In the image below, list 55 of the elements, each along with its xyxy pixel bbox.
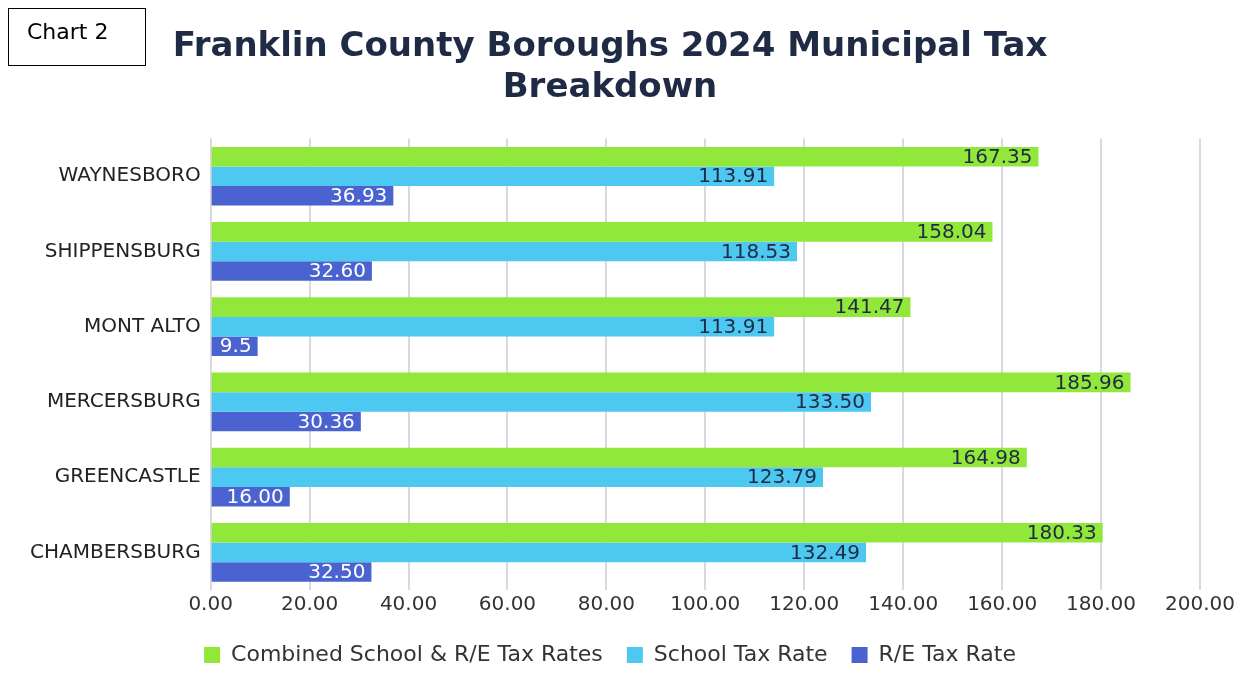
data-label: 9.5	[219, 333, 252, 358]
data-label: 141.47	[834, 294, 905, 319]
x-tick-label: 40.00	[379, 591, 438, 616]
y-tick-label: WAYNESBORO	[58, 162, 201, 187]
data-label: 164.98	[950, 444, 1021, 469]
data-label: 36.93	[330, 182, 388, 207]
x-tick-label: 140.00	[868, 591, 939, 616]
bar	[211, 297, 911, 317]
x-tick-label: 200.00	[1165, 591, 1235, 616]
y-tick-label: GREENCASTLE	[54, 463, 201, 488]
data-label: 32.60	[308, 258, 366, 283]
y-tick-label: SHIPPENSBURG	[44, 237, 201, 262]
data-label: 16.00	[226, 483, 284, 508]
bar	[211, 261, 372, 281]
bar	[211, 523, 1103, 543]
data-label: 167.35	[962, 143, 1033, 168]
x-tick-label: 20.00	[280, 591, 339, 616]
x-tick-label: 180.00	[1066, 591, 1137, 616]
bar	[211, 241, 797, 262]
bar	[211, 372, 1131, 393]
y-tick-label: MERCERSBURG	[46, 388, 201, 413]
bar	[211, 316, 775, 337]
x-tick-label: 160.00	[967, 591, 1038, 616]
bar	[211, 222, 993, 242]
y-tick-label: MONT ALTO	[84, 312, 201, 337]
data-label: 132.49	[790, 539, 861, 564]
caption: Chart 2	[8, 8, 146, 66]
bar	[211, 542, 867, 563]
data-label: 123.79	[747, 464, 818, 489]
x-tick-label: 120.00	[769, 591, 840, 616]
x-tick-label: 100.00	[670, 591, 741, 616]
bar	[211, 562, 372, 582]
x-tick-label: 80.00	[577, 591, 636, 616]
y-tick-label: CHAMBERSBURG	[29, 538, 201, 563]
data-label: 133.50	[795, 389, 866, 414]
bar	[211, 447, 1027, 468]
chart-title: Franklin County Boroughs 2024 Municipal Tax Breakdown	[172, 24, 1048, 106]
data-label: 32.50	[308, 559, 366, 584]
x-tick-label: 0.00	[188, 591, 233, 616]
bar	[211, 467, 824, 487]
data-label: 185.96	[1054, 369, 1125, 394]
data-label: 118.53	[721, 238, 791, 263]
data-label: 113.91	[698, 163, 769, 188]
data-label: 30.36	[297, 408, 355, 433]
x-tick-label: 60.00	[478, 591, 537, 616]
legend-label: School Tax Rate	[653, 640, 828, 666]
bar	[211, 146, 1039, 167]
data-label: 113.91	[698, 313, 769, 338]
bar	[211, 166, 775, 186]
bar	[211, 392, 872, 412]
data-label: 180.33	[1026, 520, 1097, 545]
bar	[211, 186, 394, 206]
data-label: 158.04	[916, 219, 987, 244]
legend-label: R/E Tax Rate	[878, 640, 1016, 666]
legend-label: Combined School & R/E Tax Rates	[231, 640, 603, 666]
